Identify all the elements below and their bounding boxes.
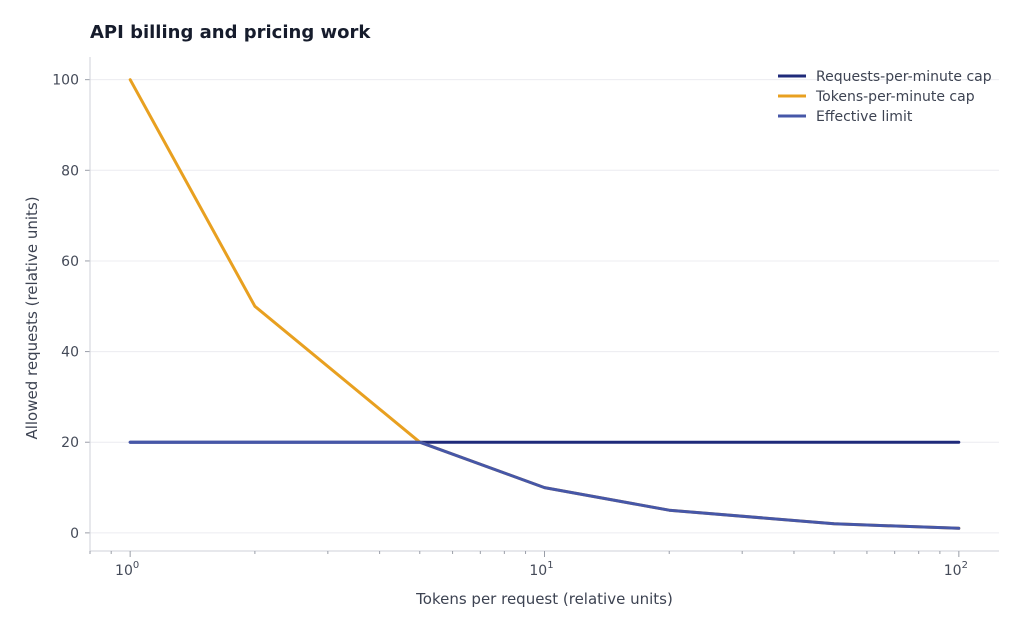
- series-lines: [128, 78, 961, 530]
- y-tick-label: 80: [61, 163, 79, 179]
- legend-label: Tokens-per-minute cap: [815, 89, 975, 105]
- series-line-2: [128, 78, 961, 530]
- legend: Requests-per-minute cap Tokens-per-minute…: [778, 69, 992, 125]
- y-tick-label: 0: [70, 526, 79, 542]
- grid-lines: [90, 79, 999, 534]
- legend-label: Requests-per-minute cap: [816, 69, 992, 85]
- legend-label: Effective limit: [816, 109, 913, 125]
- chart-title: API billing and pricing work: [90, 22, 371, 43]
- series-line-3: [128, 440, 961, 530]
- y-axis-label: Allowed requests (relative units): [23, 196, 41, 439]
- y-tick-label: 100: [52, 73, 79, 89]
- axes: 0 20 40 60 80 100 100 101 102: [52, 57, 999, 579]
- y-tick-label: 60: [61, 254, 79, 270]
- y-tick-label: 40: [61, 345, 79, 361]
- y-tick-label: 20: [61, 435, 79, 451]
- x-tick-label: 101: [529, 560, 553, 579]
- x-tick-label: 102: [944, 560, 968, 579]
- x-axis-label: Tokens per request (relative units): [415, 590, 673, 608]
- x-tick-label: 100: [115, 560, 139, 579]
